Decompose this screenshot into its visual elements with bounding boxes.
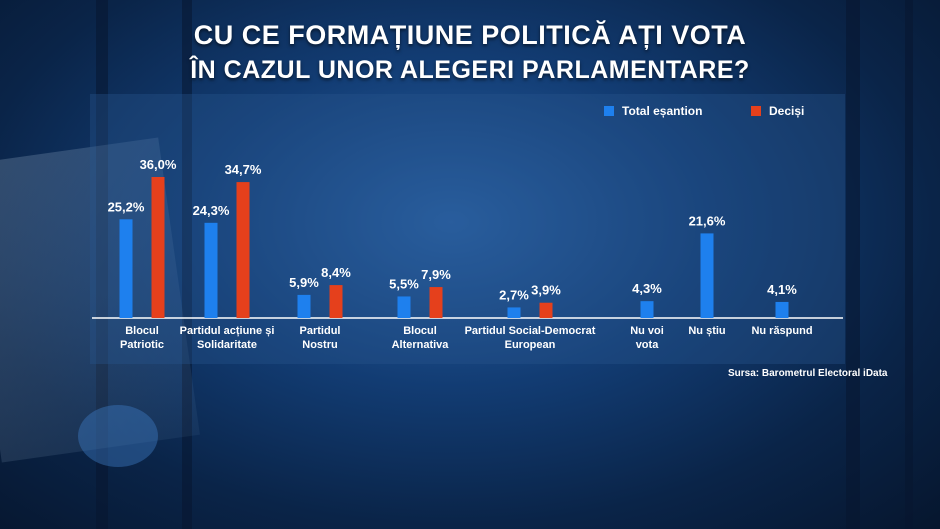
data-label: 3,9% (531, 283, 561, 298)
chart-title-line2: ÎN CAZUL UNOR ALEGERI PARLAMENTARE? (190, 56, 750, 84)
data-label: 34,7% (225, 162, 262, 177)
data-label: 4,3% (632, 281, 662, 296)
bar-total (775, 301, 789, 318)
bar-decisi (151, 177, 165, 318)
data-label: 4,1% (767, 282, 797, 297)
legend-item-total: Total eșantion (604, 104, 702, 118)
category-label: Partidul (300, 325, 341, 337)
category-label: Blocul (125, 325, 159, 337)
data-label: 5,9% (289, 275, 319, 290)
data-label: 21,6% (689, 213, 726, 228)
bar-total (700, 233, 714, 318)
background-stripe (905, 0, 913, 529)
background-stripe (182, 0, 192, 529)
bar-total (204, 222, 218, 318)
bar-total (297, 294, 311, 318)
bar-total (640, 301, 654, 318)
source-note: Sursa: Barometrul Electoral iData (728, 368, 888, 379)
category-label: Nu voi (630, 325, 664, 337)
legend-swatch-decisi (751, 106, 761, 116)
legend-label-decisi: Deciși (769, 104, 805, 118)
bar-total (507, 307, 521, 318)
category-label: vota (636, 339, 660, 351)
legend-item-decisi: Deciși (751, 104, 804, 118)
category-label: Solidaritate (197, 339, 257, 351)
legend-label-total: Total eșantion (622, 104, 703, 118)
data-label: 25,2% (108, 199, 145, 214)
category-label: European (505, 339, 556, 351)
category-label: Nu știu (688, 325, 725, 337)
bar-decisi (429, 287, 443, 318)
data-label: 2,7% (499, 287, 529, 302)
bar-decisi (539, 302, 553, 318)
category-label: Alternativa (392, 339, 450, 351)
data-label: 36,0% (140, 157, 177, 172)
data-label: 8,4% (321, 265, 351, 280)
data-label: 7,9% (421, 267, 451, 282)
data-label: 5,5% (389, 276, 419, 291)
bar-decisi (329, 285, 343, 318)
category-label: Blocul (403, 325, 437, 337)
category-label: Nostru (302, 339, 337, 351)
category-label: Nu răspund (751, 325, 812, 337)
data-label: 24,3% (193, 203, 230, 218)
bar-total (397, 296, 411, 318)
category-label: Partidul acțiune și (180, 325, 275, 337)
category-label: Partidul Social-Democrat (465, 325, 596, 337)
background-emblem (78, 405, 158, 467)
background-stripe (96, 0, 108, 529)
bar-decisi (236, 182, 250, 318)
bar-total (119, 219, 133, 318)
chart-title-line1: CU CE FORMAȚIUNE POLITICĂ AȚI VOTA (193, 20, 747, 50)
background-stripe (846, 0, 860, 529)
category-label: Patriotic (120, 339, 164, 351)
legend-swatch-total (604, 106, 614, 116)
